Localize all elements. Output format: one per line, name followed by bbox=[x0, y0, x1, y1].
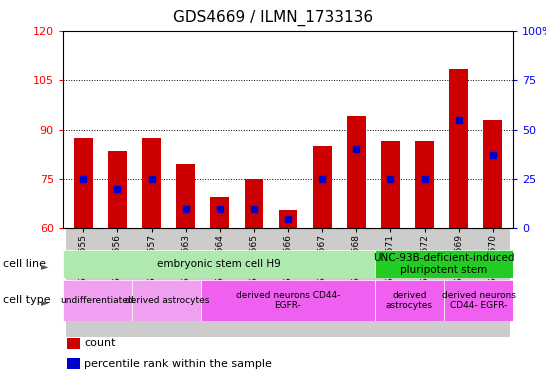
Bar bbox=[210, 197, 229, 228]
Bar bbox=[271, 228, 305, 337]
Bar bbox=[245, 179, 263, 228]
Text: percentile rank within the sample: percentile rank within the sample bbox=[85, 359, 272, 369]
Bar bbox=[169, 228, 203, 337]
Bar bbox=[63, 280, 132, 321]
Bar bbox=[449, 69, 468, 228]
Bar bbox=[483, 120, 502, 228]
Text: embryonic stem cell H9: embryonic stem cell H9 bbox=[157, 259, 281, 269]
Text: cell type: cell type bbox=[3, 295, 50, 306]
Text: GDS4669 / ILMN_1733136: GDS4669 / ILMN_1733136 bbox=[173, 10, 373, 26]
Bar bbox=[339, 228, 373, 337]
Bar bbox=[415, 141, 434, 228]
Bar bbox=[63, 250, 375, 278]
Text: UNC-93B-deficient-induced
pluripotent stem: UNC-93B-deficient-induced pluripotent st… bbox=[373, 253, 515, 275]
Bar bbox=[176, 164, 195, 228]
Text: derived neurons
CD44- EGFR-: derived neurons CD44- EGFR- bbox=[442, 291, 515, 310]
Bar bbox=[381, 141, 400, 228]
Bar bbox=[203, 228, 237, 337]
Bar bbox=[108, 151, 127, 228]
Bar bbox=[373, 228, 407, 337]
Bar bbox=[476, 228, 510, 337]
Text: derived
astrocytes: derived astrocytes bbox=[386, 291, 433, 310]
Bar bbox=[67, 338, 80, 349]
Bar bbox=[407, 228, 442, 337]
Bar bbox=[142, 138, 161, 228]
Bar bbox=[313, 146, 331, 228]
Bar bbox=[134, 228, 169, 337]
Bar bbox=[237, 228, 271, 337]
Bar bbox=[375, 280, 444, 321]
Bar bbox=[132, 280, 201, 321]
Bar bbox=[74, 138, 93, 228]
Bar bbox=[444, 280, 513, 321]
Bar bbox=[305, 228, 339, 337]
Text: ►: ► bbox=[41, 297, 49, 308]
Bar bbox=[67, 358, 80, 369]
Bar bbox=[201, 280, 375, 321]
Bar bbox=[100, 228, 134, 337]
Bar bbox=[442, 228, 476, 337]
Text: undifferentiated: undifferentiated bbox=[61, 296, 134, 305]
Bar bbox=[347, 116, 366, 228]
Text: derived astrocytes: derived astrocytes bbox=[124, 296, 209, 305]
Text: cell line: cell line bbox=[3, 259, 46, 269]
Text: count: count bbox=[85, 338, 116, 348]
Bar bbox=[278, 210, 298, 228]
Bar bbox=[66, 228, 100, 337]
Bar bbox=[375, 250, 513, 278]
Text: ►: ► bbox=[41, 261, 49, 271]
Text: derived neurons CD44-
EGFR-: derived neurons CD44- EGFR- bbox=[236, 291, 340, 310]
